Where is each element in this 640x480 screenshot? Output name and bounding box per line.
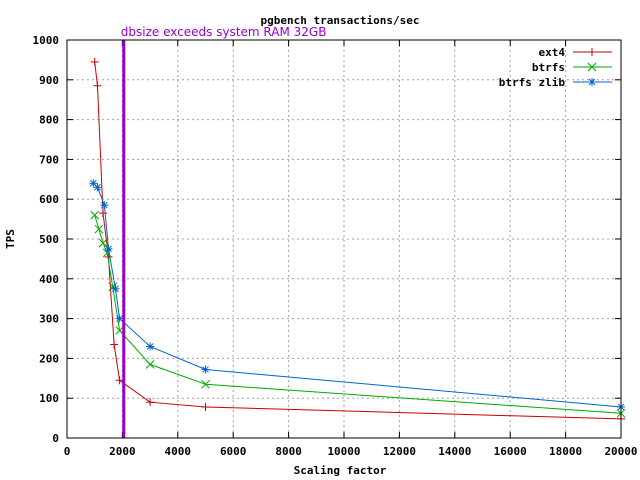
x-axis-label: Scaling factor bbox=[294, 464, 387, 477]
data-point-ext4 bbox=[99, 209, 108, 218]
data-point-btrfs-zlib bbox=[111, 284, 120, 293]
x-tick-label: 18000 bbox=[549, 445, 582, 458]
y-tick-label: 500 bbox=[39, 233, 59, 246]
legend-label-btrfs-zlib: btrfs zlib bbox=[499, 76, 566, 89]
annotation-layer: dbsize exceeds system RAM 32GB bbox=[121, 25, 327, 438]
data-point-ext4 bbox=[110, 340, 119, 349]
y-tick-label: 200 bbox=[39, 352, 59, 365]
y-tick-label: 800 bbox=[39, 114, 59, 127]
data-point-btrfs bbox=[145, 360, 155, 369]
y-tick-label: 0 bbox=[52, 432, 59, 445]
data-point-btrfs-zlib bbox=[93, 183, 102, 192]
x-tick-label: 20000 bbox=[604, 445, 637, 458]
ram-threshold-line bbox=[122, 40, 126, 438]
series-line-ext4 bbox=[94, 61, 622, 420]
data-point-btrfs-zlib bbox=[104, 244, 113, 253]
x-tick-label: 10000 bbox=[327, 445, 360, 458]
data-point-btrfs bbox=[201, 379, 210, 389]
legend-marker-ext4 bbox=[588, 48, 596, 56]
chart-title: pgbench transactions/sec bbox=[261, 14, 420, 27]
series-btrfs bbox=[90, 210, 626, 418]
y-tick-label: 400 bbox=[39, 273, 59, 286]
x-tick-label: 8000 bbox=[275, 445, 302, 458]
legend-label-btrfs: btrfs bbox=[532, 61, 565, 74]
series-btrfs-zlib bbox=[89, 179, 625, 411]
x-tick-label: 14000 bbox=[438, 445, 471, 458]
y-tick-label: 1000 bbox=[33, 34, 60, 47]
x-tick-label: 2000 bbox=[109, 445, 136, 458]
y-tick-label: 300 bbox=[39, 313, 59, 326]
data-point-ext4 bbox=[93, 81, 102, 90]
legend-marker-btrfs-zlib bbox=[588, 78, 596, 86]
x-tick-label: 6000 bbox=[220, 445, 247, 458]
y-tick-label: 100 bbox=[39, 392, 59, 405]
series-ext4 bbox=[90, 57, 625, 423]
data-point-ext4 bbox=[90, 57, 99, 66]
x-tick-label: 4000 bbox=[165, 445, 192, 458]
legend-label-ext4: ext4 bbox=[539, 46, 566, 59]
x-tick-label: 16000 bbox=[494, 445, 527, 458]
data-point-btrfs-zlib bbox=[100, 201, 109, 210]
data-point-btrfs bbox=[94, 224, 104, 234]
data-point-btrfs bbox=[98, 238, 108, 248]
legend: ext4 btrfs btrfs zlib bbox=[499, 46, 612, 89]
y-tick-label: 900 bbox=[39, 74, 59, 87]
data-point-btrfs bbox=[90, 210, 100, 220]
data-point-btrfs-zlib bbox=[201, 365, 210, 374]
ram-threshold-label: dbsize exceeds system RAM 32GB bbox=[121, 25, 327, 39]
grid-lines bbox=[67, 40, 621, 438]
x-tick-label: 0 bbox=[64, 445, 71, 458]
y-tick-label: 700 bbox=[39, 153, 59, 166]
legend-marker-btrfs bbox=[587, 62, 597, 72]
data-point-btrfs-zlib bbox=[146, 342, 155, 351]
data-point-ext4 bbox=[201, 402, 210, 411]
data-point-ext4 bbox=[146, 398, 155, 407]
series-layer bbox=[89, 57, 626, 423]
plot-frame bbox=[66, 39, 622, 439]
y-axis-label: TPS bbox=[4, 229, 17, 249]
series-line-btrfs-zlib bbox=[92, 182, 622, 408]
x-tick-label: 12000 bbox=[383, 445, 416, 458]
y-tick-label: 600 bbox=[39, 193, 59, 206]
